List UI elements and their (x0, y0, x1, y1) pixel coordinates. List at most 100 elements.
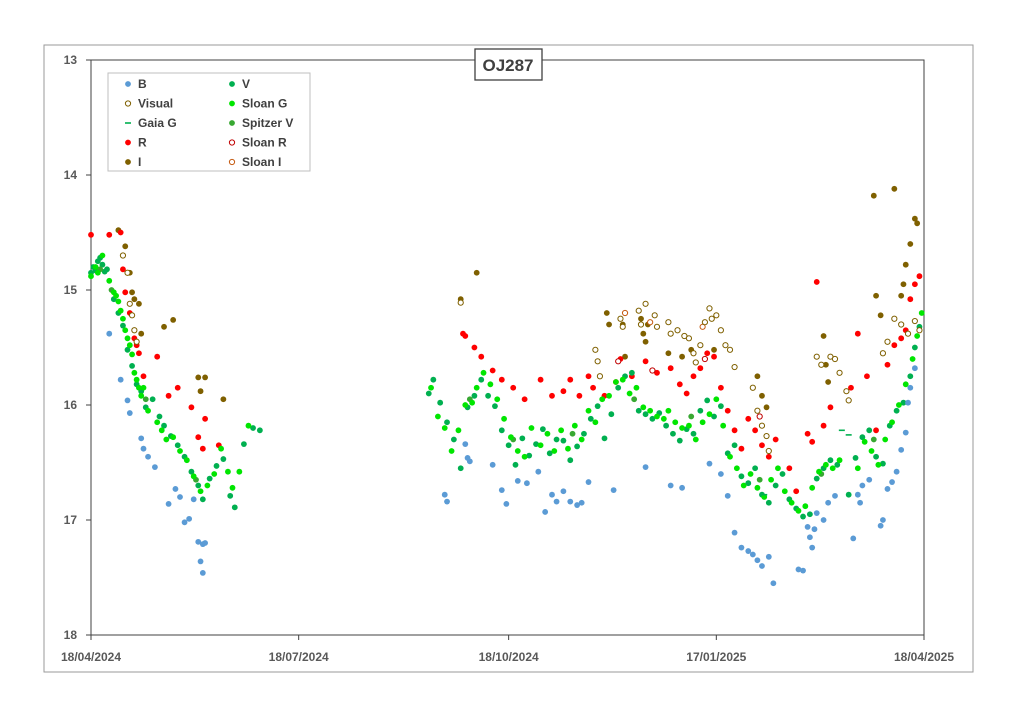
point-visual (758, 422, 766, 429)
point-v (546, 450, 553, 457)
point-sloan-g (455, 427, 462, 434)
legend-marker-v (229, 81, 235, 87)
point-sloan-g (501, 415, 507, 422)
point-sloan-g (747, 471, 754, 477)
point-sloan-g (154, 419, 161, 426)
point-r (772, 436, 779, 443)
point-r (690, 373, 697, 380)
point-b (542, 509, 549, 515)
point-visual (713, 312, 720, 319)
point-visual (592, 346, 599, 353)
legend-marker-sloan-r (228, 139, 236, 146)
point-i (911, 215, 918, 222)
point-v (174, 442, 181, 449)
point-b (498, 487, 505, 493)
point-b (724, 492, 731, 499)
point-visual (119, 252, 127, 259)
point-sloan-g (99, 252, 106, 259)
point-sloan-g (802, 503, 809, 510)
point-b (877, 522, 884, 529)
point-r (804, 430, 811, 437)
y-tick-label: 14 (64, 168, 78, 182)
point-b (770, 580, 777, 587)
point-r (122, 289, 129, 296)
point-sloan-g (654, 413, 660, 420)
point-sloan-g (537, 442, 544, 449)
point-v (161, 422, 167, 429)
point-v (731, 442, 738, 449)
x-tick-label: 18/04/2024 (61, 650, 121, 664)
point-sloan-g (126, 342, 133, 349)
point-r (140, 373, 147, 380)
point-visual (831, 355, 839, 363)
point-v (241, 441, 247, 447)
point-r (478, 353, 485, 360)
point-v (594, 403, 601, 410)
point-b (466, 458, 473, 465)
point-visual (667, 330, 674, 337)
point-b (140, 445, 147, 452)
point-v (124, 346, 131, 353)
point-sloan-g (136, 384, 142, 391)
point-b (800, 567, 806, 574)
point-sloan-g (236, 468, 243, 475)
point-v (457, 465, 464, 472)
point-sloan-g (88, 273, 94, 280)
point-i (822, 361, 829, 368)
legend-marker-sloan-i (228, 158, 236, 166)
point-b (749, 551, 756, 558)
point-v (437, 399, 444, 406)
point-v (519, 435, 526, 442)
point-b (444, 498, 450, 505)
point-v (120, 322, 126, 329)
point-v (498, 427, 505, 434)
point-i (754, 373, 761, 380)
point-b (560, 488, 567, 495)
point-v (492, 403, 498, 410)
point-sloan-g (115, 298, 122, 305)
x-tick-label: 17/01/2025 (686, 650, 746, 664)
point-b (850, 535, 857, 542)
point-r (697, 365, 704, 372)
point-sloan-g (521, 453, 528, 460)
point-v (581, 430, 587, 437)
point-i (825, 379, 832, 385)
point-sloan-r (615, 358, 622, 365)
point-sloan-g (720, 422, 727, 429)
point-b (905, 399, 911, 406)
point-i (642, 338, 649, 345)
point-b (706, 460, 713, 467)
point-r (489, 367, 496, 374)
point-r (654, 369, 660, 376)
point-visual (731, 363, 738, 371)
point-r (521, 396, 528, 403)
point-sloan-g (571, 422, 578, 429)
point-r (873, 427, 879, 434)
point-r (916, 273, 923, 280)
point-sloan-g (633, 384, 640, 391)
point-r (560, 388, 567, 395)
point-sloan-g (592, 419, 599, 426)
point-sloan-g (585, 407, 592, 414)
point-sloan-g (528, 425, 535, 431)
point-sloan-g (113, 292, 120, 299)
point-v (800, 513, 806, 520)
point-b (898, 446, 905, 453)
point-i (195, 374, 202, 381)
point-b (574, 502, 581, 508)
point-v (772, 482, 779, 489)
legend: B V Visual Sloan G Gaia G Spitzer V R Sloan R I S… (107, 72, 311, 172)
point-sloan-g (686, 422, 692, 429)
point-i (907, 241, 914, 247)
point-sloan-g (829, 465, 836, 472)
point-visual (131, 327, 138, 334)
point-r (717, 384, 724, 391)
point-b (117, 376, 124, 383)
point-sloan-g (565, 445, 571, 452)
point-v (587, 415, 594, 422)
point-v (156, 413, 163, 420)
point-v (505, 442, 512, 449)
point-sloan-g (140, 384, 147, 391)
point-v (512, 461, 519, 468)
point-sloan-r (756, 413, 763, 420)
